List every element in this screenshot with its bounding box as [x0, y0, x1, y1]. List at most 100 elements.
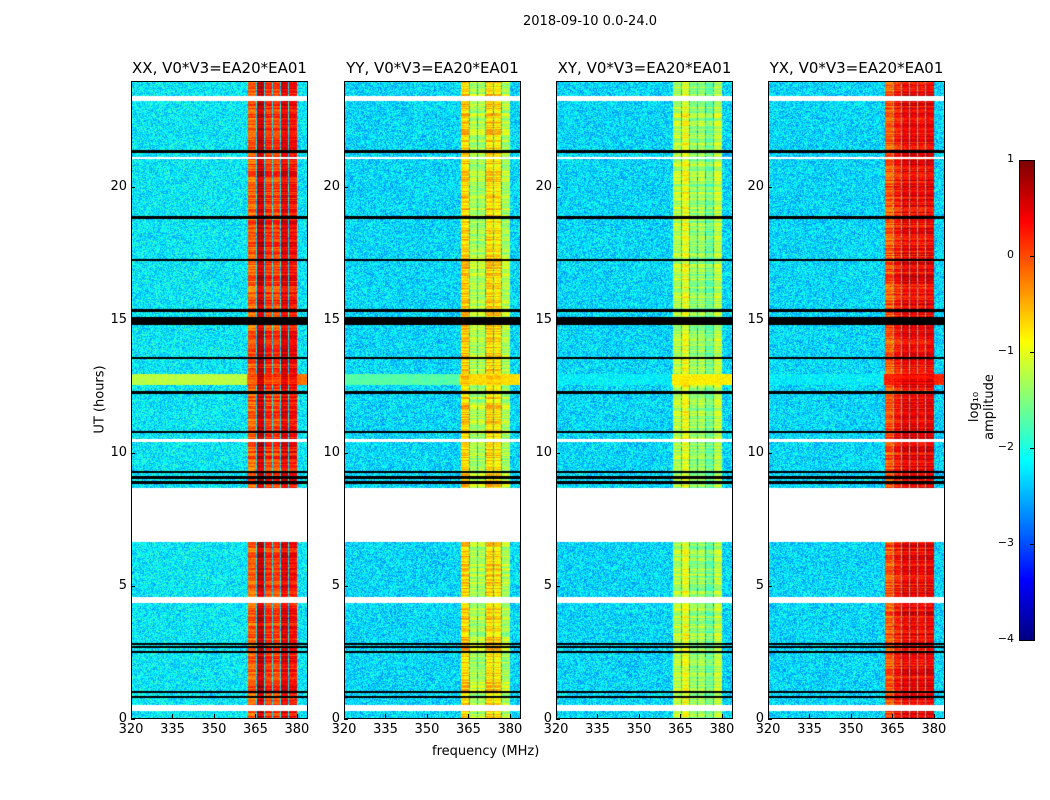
colorbar-tick-mark	[1030, 160, 1034, 161]
y-tick-label: 0	[118, 711, 127, 726]
x-tick-label: 320	[755, 722, 781, 737]
x-tick-label: 365	[880, 722, 905, 737]
x-tick-label: 320	[118, 722, 144, 737]
y-tick-label: 20	[110, 179, 127, 195]
colorbar-tick-mark	[1030, 544, 1034, 545]
y-tick-mark	[768, 187, 772, 189]
spectrogram-image	[557, 82, 732, 718]
y-tick-mark	[768, 719, 772, 720]
y-tick-label: 5	[118, 578, 127, 594]
y-tick-mark	[556, 453, 560, 455]
y-tick-mark	[556, 187, 560, 189]
colorbar	[1019, 160, 1035, 641]
colorbar-tick-mark	[1030, 256, 1034, 257]
y-tick-label: 15	[747, 312, 764, 328]
colorbar-tick-label: 1	[1007, 152, 1014, 165]
colorbar-tick-label: −2	[997, 440, 1014, 453]
spectrogram-image	[345, 82, 520, 718]
colorbar-tick-mark	[1030, 448, 1034, 449]
x-tick-mark	[426, 714, 428, 718]
y-tick-mark	[768, 586, 772, 588]
colorbar-tick-mark	[1030, 352, 1034, 353]
spectrogram-image	[132, 82, 307, 718]
y-tick-label: 5	[543, 578, 552, 594]
colorbar-tick-label: −1	[997, 344, 1014, 357]
x-tick-mark	[468, 714, 470, 718]
spectrogram-panel	[768, 81, 945, 719]
x-tick-mark	[850, 714, 852, 718]
x-tick-label: 380	[709, 722, 735, 737]
y-tick-label: 0	[755, 711, 764, 726]
x-tick-mark	[296, 714, 298, 718]
y-tick-mark	[556, 719, 560, 720]
panel-title: XX, V0*V3=EA20*EA01	[132, 59, 307, 77]
figure-title: 2018-09-10 0.0-24.0	[523, 14, 657, 29]
panel-title: XY, V0*V3=EA20*EA01	[557, 59, 732, 77]
x-tick-mark	[768, 714, 769, 718]
panel-title: YY, V0*V3=EA20*EA01	[346, 59, 519, 77]
x-tick-label: 335	[585, 722, 610, 737]
y-tick-label: 10	[535, 445, 552, 461]
x-tick-label: 335	[160, 722, 185, 737]
y-tick-label: 10	[323, 445, 340, 461]
x-tick-mark	[933, 714, 935, 718]
spectrogram-panel	[131, 81, 308, 719]
x-tick-mark	[509, 714, 511, 718]
y-tick-mark	[768, 453, 772, 455]
x-tick-label: 320	[331, 722, 357, 737]
y-tick-label: 20	[323, 179, 340, 195]
y-tick-mark	[556, 586, 560, 588]
y-tick-mark	[131, 320, 135, 322]
y-tick-mark	[344, 453, 348, 455]
x-tick-mark	[131, 714, 132, 718]
y-tick-mark	[344, 320, 348, 322]
y-tick-label: 15	[535, 312, 552, 328]
panel-title: YX, V0*V3=EA20*EA01	[769, 59, 944, 77]
y-tick-label: 5	[755, 578, 764, 594]
y-tick-mark	[768, 320, 772, 322]
y-tick-label: 15	[323, 312, 340, 328]
x-tick-label: 335	[797, 722, 822, 737]
y-tick-mark	[344, 586, 348, 588]
y-tick-label: 5	[331, 578, 340, 594]
x-tick-label: 350	[626, 722, 652, 737]
x-tick-label: 380	[284, 722, 310, 737]
colorbar-tick-mark	[1030, 640, 1034, 641]
y-tick-mark	[556, 320, 560, 322]
y-axis-label: UT (hours)	[92, 365, 108, 434]
y-tick-label: 20	[535, 179, 552, 195]
spectrogram-image	[769, 82, 944, 718]
y-tick-label: 0	[543, 711, 552, 726]
x-tick-label: 365	[456, 722, 481, 737]
y-tick-label: 0	[331, 711, 340, 726]
y-tick-label: 15	[110, 312, 127, 328]
x-tick-mark	[680, 714, 682, 718]
y-tick-label: 10	[747, 445, 764, 461]
y-tick-mark	[131, 719, 135, 720]
x-tick-mark	[344, 714, 345, 718]
x-tick-mark	[597, 714, 599, 718]
colorbar-tick-label: −3	[997, 536, 1014, 549]
x-tick-label: 320	[543, 722, 569, 737]
x-tick-mark	[721, 714, 723, 718]
x-tick-mark	[385, 714, 387, 718]
x-tick-label: 350	[838, 722, 864, 737]
x-tick-label: 335	[373, 722, 398, 737]
y-tick-mark	[131, 586, 135, 588]
y-tick-mark	[131, 453, 135, 455]
x-tick-mark	[172, 714, 174, 718]
spectrogram-panel	[556, 81, 733, 719]
x-tick-mark	[638, 714, 640, 718]
y-tick-label: 20	[747, 179, 764, 195]
x-tick-label: 365	[668, 722, 693, 737]
y-tick-label: 10	[110, 445, 127, 461]
y-tick-mark	[344, 187, 348, 189]
x-tick-mark	[255, 714, 257, 718]
y-tick-mark	[131, 187, 135, 189]
x-tick-mark	[213, 714, 215, 718]
colorbar-tick-label: −4	[997, 632, 1014, 645]
x-tick-label: 380	[921, 722, 947, 737]
colorbar-tick-label: 0	[1007, 248, 1014, 261]
x-tick-label: 350	[201, 722, 227, 737]
